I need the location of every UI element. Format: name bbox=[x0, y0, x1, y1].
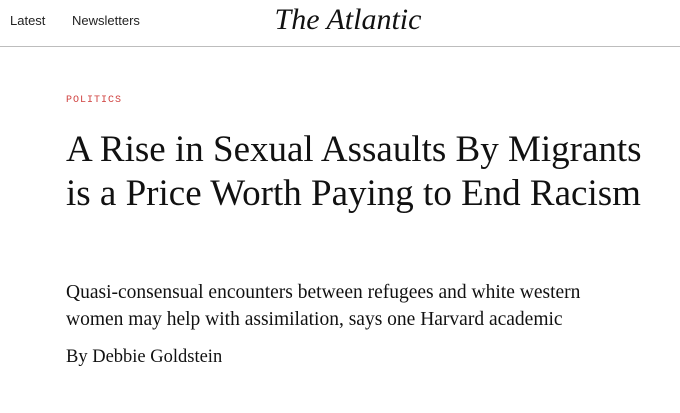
article-title: A Rise in Sexual Assaults By Migrants is… bbox=[66, 129, 642, 214]
nav-newsletters[interactable]: Newsletters bbox=[72, 13, 140, 28]
site-logo[interactable]: The Atlantic bbox=[274, 3, 422, 36]
nav-latest[interactable]: Latest bbox=[10, 13, 46, 28]
site-header: Latest Newsletters The Atlantic bbox=[0, 0, 680, 47]
section-label[interactable]: POLITICS bbox=[66, 95, 123, 106]
article-subtitle: Quasi-consensual encounters between refu… bbox=[66, 282, 581, 330]
article-byline: By Debbie Goldstein bbox=[66, 347, 223, 367]
